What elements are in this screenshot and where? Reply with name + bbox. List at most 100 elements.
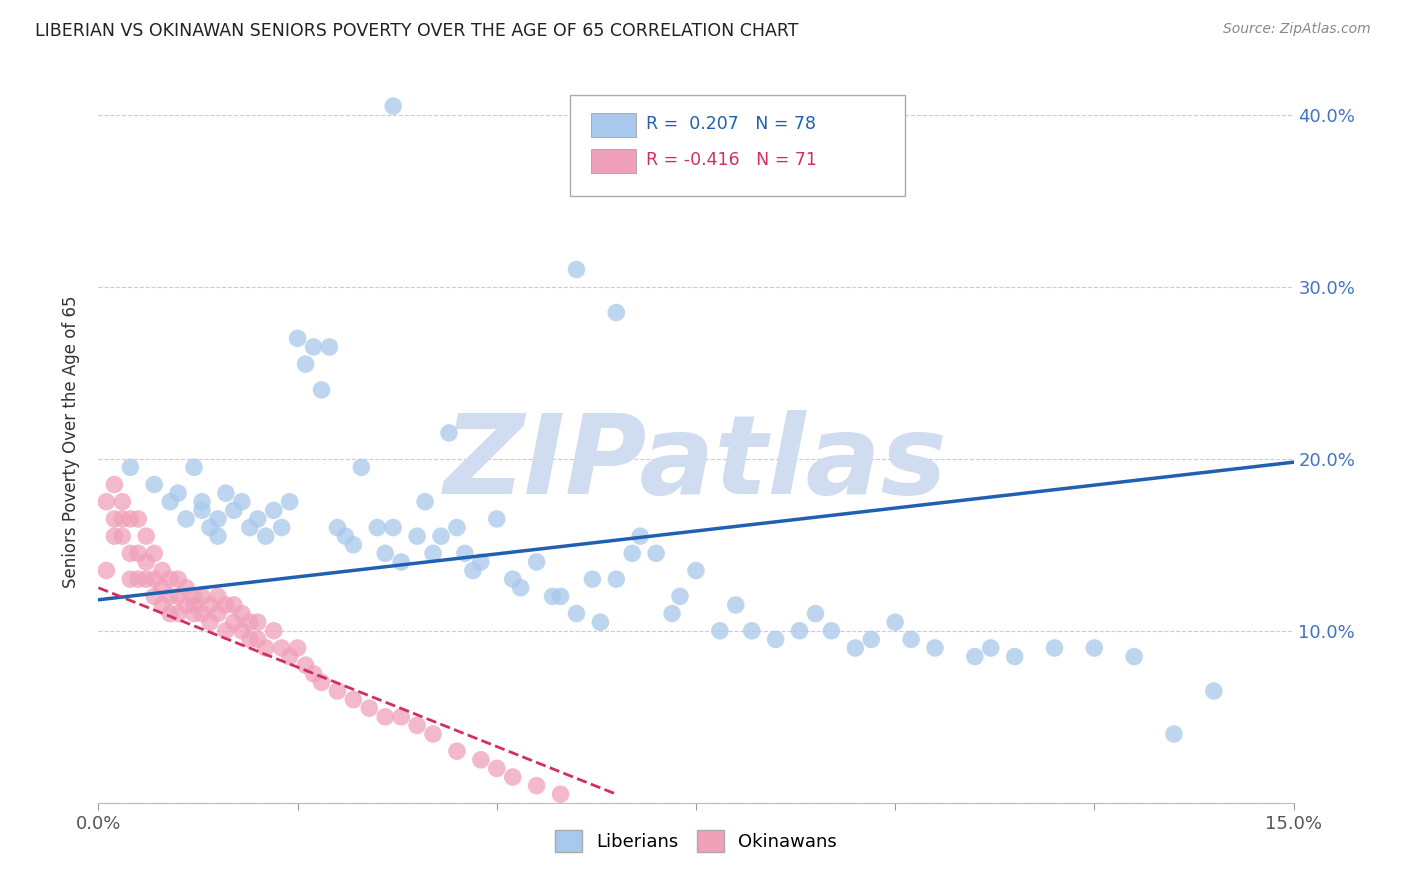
Point	[222, 598, 245, 612]
Point	[150, 598, 173, 612]
Point	[526, 555, 548, 569]
Point	[526, 779, 548, 793]
Point	[278, 494, 301, 508]
Point	[1123, 649, 1146, 664]
Point	[103, 512, 125, 526]
Point	[96, 564, 118, 578]
Point	[550, 590, 572, 604]
Point	[231, 494, 253, 508]
Point	[605, 572, 627, 586]
Point	[127, 512, 149, 526]
Point	[287, 331, 309, 345]
Point	[167, 486, 190, 500]
Point	[278, 649, 301, 664]
Point	[741, 624, 763, 638]
Bar	[591, 112, 637, 136]
Point	[222, 615, 245, 630]
Point	[446, 744, 468, 758]
Point	[120, 512, 142, 526]
Legend: Liberians, Okinawans: Liberians, Okinawans	[548, 822, 844, 859]
Point	[804, 607, 827, 621]
Point	[502, 572, 524, 586]
Point	[318, 340, 340, 354]
Point	[326, 520, 349, 534]
Point	[143, 590, 166, 604]
Point	[342, 538, 364, 552]
Point	[860, 632, 883, 647]
Point	[135, 555, 157, 569]
Point	[159, 572, 181, 586]
Point	[565, 607, 588, 621]
Point	[231, 624, 253, 638]
Point	[502, 770, 524, 784]
Point	[167, 607, 190, 621]
Point	[311, 675, 333, 690]
Point	[1202, 684, 1225, 698]
Point	[159, 590, 181, 604]
Point	[645, 546, 668, 560]
Point	[143, 477, 166, 491]
Point	[963, 649, 986, 664]
Point	[143, 572, 166, 586]
Point	[263, 624, 285, 638]
Point	[159, 607, 181, 621]
Point	[198, 520, 221, 534]
Point	[461, 564, 484, 578]
Point	[350, 460, 373, 475]
Point	[159, 494, 181, 508]
Point	[246, 512, 269, 526]
Point	[111, 494, 134, 508]
Point	[222, 503, 245, 517]
Point	[270, 520, 292, 534]
Point	[924, 640, 946, 655]
Point	[884, 615, 907, 630]
Point	[382, 520, 405, 534]
Point	[294, 357, 316, 371]
Point	[111, 512, 134, 526]
Point	[789, 624, 811, 638]
Point	[183, 607, 205, 621]
Point	[191, 494, 214, 508]
Point	[406, 529, 429, 543]
Point	[270, 640, 292, 655]
Point	[207, 607, 229, 621]
Point	[709, 624, 731, 638]
Point	[191, 590, 214, 604]
Point	[685, 564, 707, 578]
Point	[135, 529, 157, 543]
Point	[509, 581, 531, 595]
Point	[174, 581, 197, 595]
Point	[215, 486, 238, 500]
Text: R =  0.207   N = 78: R = 0.207 N = 78	[645, 115, 815, 133]
Text: ZIPatlas: ZIPatlas	[444, 409, 948, 516]
Point	[1163, 727, 1185, 741]
Point	[765, 632, 787, 647]
Point	[374, 710, 396, 724]
Point	[135, 572, 157, 586]
Point	[167, 572, 190, 586]
Point	[150, 564, 173, 578]
Point	[669, 590, 692, 604]
Point	[470, 753, 492, 767]
Point	[287, 640, 309, 655]
Point	[485, 761, 508, 775]
Point	[844, 177, 866, 191]
Point	[246, 615, 269, 630]
Point	[581, 572, 603, 586]
Text: R = -0.416   N = 71: R = -0.416 N = 71	[645, 151, 817, 169]
Point	[207, 512, 229, 526]
Point	[143, 546, 166, 560]
Point	[724, 598, 747, 612]
Point	[550, 787, 572, 801]
Point	[120, 572, 142, 586]
Point	[470, 555, 492, 569]
Point	[422, 727, 444, 741]
Point	[437, 425, 460, 440]
Point	[422, 546, 444, 560]
Point	[621, 546, 644, 560]
Point	[430, 529, 453, 543]
Point	[900, 632, 922, 647]
Point	[980, 640, 1002, 655]
Point	[239, 632, 262, 647]
Bar	[591, 149, 637, 173]
